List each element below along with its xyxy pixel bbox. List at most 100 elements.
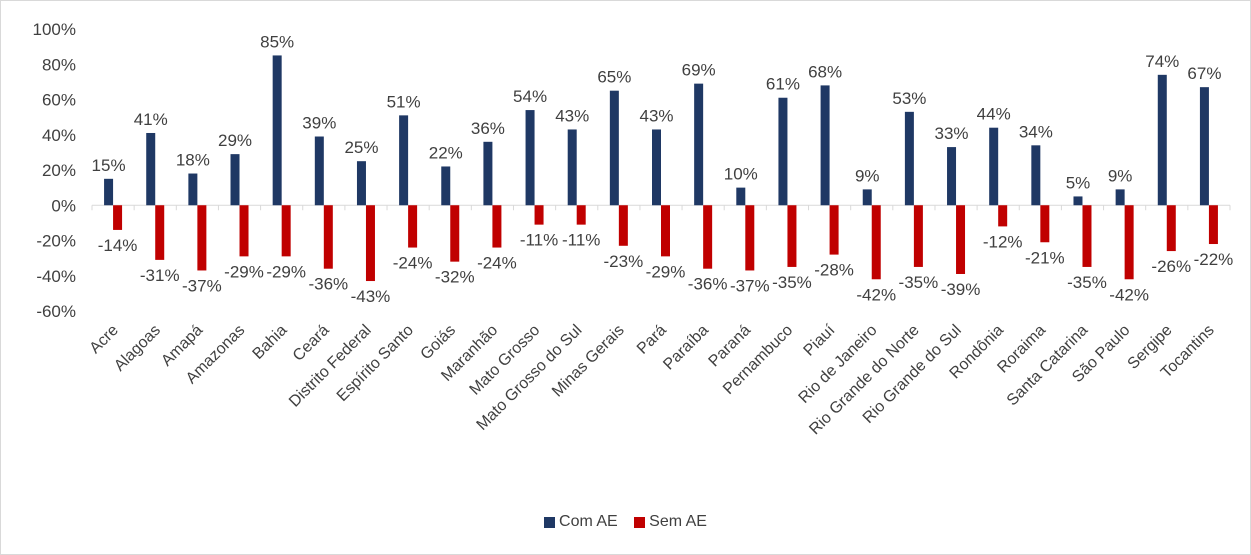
bar-sem-ae (492, 205, 502, 248)
bar-sem-ae (829, 205, 839, 255)
data-label-sem-ae: -35% (1067, 273, 1107, 292)
data-label-com-ae: 5% (1066, 173, 1091, 192)
data-label-sem-ae: -21% (1025, 248, 1065, 267)
data-label-com-ae: 53% (892, 89, 926, 108)
bar-com-ae (1115, 189, 1125, 206)
data-label-com-ae: 54% (513, 87, 547, 106)
y-tick-label: 100% (33, 20, 76, 39)
bar-com-ae (694, 83, 704, 206)
bar-sem-ae (745, 205, 755, 271)
bar-sem-ae (197, 205, 207, 271)
legend-label-sem-ae: Sem AE (649, 513, 707, 530)
data-label-sem-ae: -29% (266, 262, 306, 281)
category-label: Paraíba (660, 322, 712, 374)
y-tick-label: -20% (36, 232, 76, 251)
data-label-sem-ae: -31% (140, 266, 180, 285)
category-label: Acre (87, 322, 122, 357)
legend-label-com-ae: Com AE (559, 513, 618, 530)
data-label-com-ae: 43% (555, 106, 589, 125)
data-label-sem-ae: -12% (983, 232, 1023, 251)
bar-sem-ae (239, 205, 249, 257)
data-label-com-ae: 22% (429, 143, 463, 162)
data-label-com-ae: 67% (1187, 64, 1221, 83)
bar-sem-ae (956, 205, 966, 274)
bar-sem-ae (661, 205, 670, 257)
data-label-sem-ae: -37% (182, 276, 222, 295)
data-label-sem-ae: -29% (224, 262, 264, 281)
data-label-sem-ae: -22% (1194, 250, 1234, 269)
data-label-com-ae: 9% (855, 166, 880, 185)
data-label-com-ae: 25% (344, 138, 378, 157)
data-label-com-ae: 69% (682, 61, 716, 80)
data-label-sem-ae: -29% (646, 262, 686, 281)
bar-sem-ae (281, 205, 291, 257)
bar-com-ae (736, 187, 746, 206)
data-label-com-ae: 33% (935, 124, 969, 143)
bar-com-ae (862, 189, 872, 206)
data-label-sem-ae: -39% (941, 280, 981, 299)
bar-sem-ae (1166, 205, 1176, 252)
data-label-com-ae: 18% (176, 151, 210, 170)
bar-com-ae (947, 147, 957, 206)
bar-sem-ae (576, 205, 586, 225)
bar-com-ae (483, 141, 493, 206)
data-label-com-ae: 15% (92, 156, 126, 175)
bar-com-ae (314, 136, 324, 206)
bar-sem-ae (408, 205, 418, 248)
bar-com-ae (989, 127, 999, 206)
bar-com-ae (1157, 74, 1167, 206)
data-label-com-ae: 39% (302, 114, 336, 133)
data-label-sem-ae: -35% (899, 273, 939, 292)
bar-com-ae (356, 161, 366, 206)
y-tick-label: -60% (36, 302, 76, 321)
data-label-sem-ae: -42% (856, 285, 896, 304)
bar-sem-ae (1124, 205, 1134, 280)
data-label-sem-ae: -23% (604, 252, 644, 271)
data-label-com-ae: 34% (1019, 122, 1053, 141)
bar-sem-ae (618, 205, 628, 246)
data-label-com-ae: 85% (260, 32, 294, 51)
y-tick-label: 40% (42, 126, 76, 145)
data-label-sem-ae: -26% (1151, 257, 1191, 276)
data-label-com-ae: 29% (218, 131, 252, 150)
category-label: Piauí (801, 321, 839, 359)
data-label-sem-ae: -24% (393, 254, 433, 273)
data-label-sem-ae: -28% (814, 261, 854, 280)
bar-sem-ae (534, 205, 544, 225)
bar-sem-ae (113, 205, 123, 230)
bar-sem-ae (155, 205, 165, 260)
bar-com-ae (525, 110, 535, 206)
data-label-com-ae: 74% (1145, 52, 1179, 71)
bar-com-ae (609, 90, 619, 206)
legend-swatch-sem-ae (634, 516, 646, 528)
bar-sem-ae (1040, 205, 1050, 243)
bar-com-ae (904, 111, 914, 206)
data-label-sem-ae: -14% (98, 236, 138, 255)
y-tick-label: -40% (36, 267, 76, 286)
category-label: Espírito Santo (334, 322, 417, 405)
data-label-com-ae: 65% (597, 68, 631, 87)
data-label-sem-ae: -36% (688, 275, 728, 294)
bar-com-ae (778, 97, 788, 206)
bar-com-ae (1073, 196, 1083, 206)
bar-com-ae (652, 129, 661, 206)
bar-com-ae (272, 55, 282, 206)
data-label-com-ae: 41% (134, 110, 168, 129)
bar-com-ae (146, 132, 156, 206)
bar-sem-ae (703, 205, 713, 269)
data-label-com-ae: 36% (471, 119, 505, 138)
y-tick-label: 80% (42, 55, 76, 74)
data-label-com-ae: 10% (724, 165, 758, 184)
data-label-com-ae: 51% (387, 92, 421, 111)
data-label-com-ae: 68% (808, 62, 842, 81)
bar-sem-ae (871, 205, 881, 280)
data-label-com-ae: 61% (766, 75, 800, 94)
data-label-sem-ae: -24% (477, 254, 517, 273)
bar-com-ae (399, 115, 409, 206)
legend-swatch-com-ae (544, 516, 556, 528)
bar-com-ae (567, 129, 577, 206)
data-label-com-ae: 9% (1108, 166, 1133, 185)
y-tick-label: 20% (42, 161, 76, 180)
bar-com-ae (820, 85, 830, 206)
